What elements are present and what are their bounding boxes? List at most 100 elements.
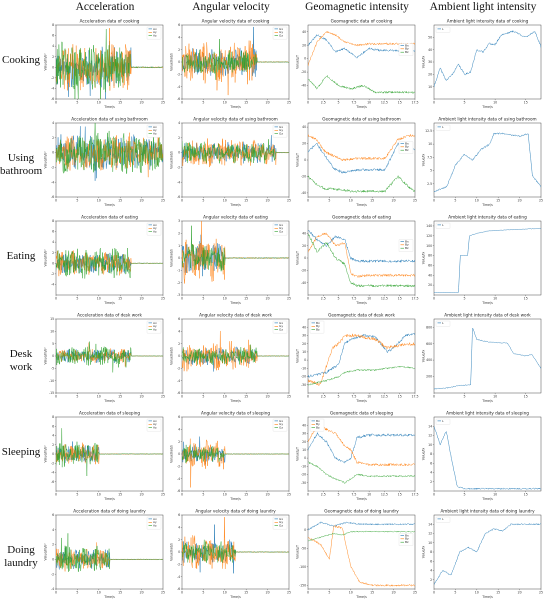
x-tick-label: 15 [118, 296, 122, 300]
legend-label: Gy [279, 30, 283, 34]
x-axis-label: Time/s [355, 595, 367, 599]
x-tick-label: 0 [55, 590, 57, 594]
y-tick-label: 400 [426, 358, 432, 362]
legend-label: Ay [153, 324, 157, 328]
x-tick-label: 17.5 [411, 296, 418, 300]
chart-lux-desk: Ambient light intensity data of desk wor… [422, 313, 542, 403]
legend-label: Ay [153, 128, 157, 132]
x-axis-label: Time/s [229, 497, 241, 501]
y-tick-label: -20 [301, 473, 306, 477]
y-tick-label: 2 [178, 342, 180, 346]
x-axis-label: Time/s [481, 203, 493, 207]
legend-label: Gy [279, 128, 283, 132]
y-tick-label: 8 [52, 415, 54, 419]
y-tick-label: 5 [52, 342, 54, 346]
series-line-az [56, 123, 163, 175]
x-axis-label: Time/s [355, 105, 367, 109]
x-tick-label: 0 [433, 394, 435, 398]
y-tick-label: 0 [52, 65, 54, 69]
column-header-acceleration: Acceleration [75, 1, 135, 13]
chart-title: Geomagnetic data of doing laundry [324, 509, 399, 514]
x-tick-label: 25 [161, 100, 165, 104]
legend-label: Az [153, 426, 157, 430]
legend-label: Az [153, 524, 157, 528]
legend-label: Gz [279, 230, 283, 234]
y-tick-label: 5 [430, 169, 432, 173]
row-label-desk: Desk work [9, 347, 33, 373]
chart-title: Acceleration data of using bathroom [71, 117, 147, 122]
y-tick-label: 10 [302, 350, 306, 354]
chart-acc-bathroom: Acceleration data of using bathroom 0 5 10 1… [44, 117, 165, 207]
series-line-bx [308, 431, 415, 464]
x-tick-label: 10 [223, 296, 227, 300]
chart-title: Angular velocity data of doing laundry [195, 509, 276, 514]
y-tick-label: -6 [51, 97, 54, 101]
y-axis-label: Value/rad/s [170, 543, 174, 561]
legend-label: Bz [405, 50, 409, 54]
y-tick-label: 4 [52, 44, 54, 48]
x-tick-label: 15 [118, 590, 122, 594]
y-tick-label: 4 [178, 121, 180, 125]
y-tick-label: 50 [428, 35, 432, 39]
legend-label: Ax [153, 223, 157, 227]
x-axis-label: Time/s [103, 203, 115, 207]
x-tick-label: 5 [454, 590, 456, 594]
legend-label: Gz [279, 524, 283, 528]
x-tick-label: 10 [367, 296, 371, 300]
series-line-gz [182, 444, 289, 463]
x-tick-label: 7.5 [351, 394, 356, 398]
series-line-l [434, 327, 541, 390]
chart-title: Angular velocity data of cooking [202, 19, 270, 24]
y-tick-label: 12.5 [425, 129, 432, 133]
x-tick-label: 10 [475, 198, 479, 202]
x-tick-label: 5 [76, 296, 78, 300]
row-label-sleeping: Sleeping [1, 445, 41, 458]
x-tick-label: 5 [464, 394, 466, 398]
series-line-by [308, 133, 415, 162]
chart-title: Ambient light intensity data of cooking [447, 19, 529, 24]
legend-label: L [442, 27, 444, 31]
x-tick-label: 0 [307, 492, 309, 496]
legend-label: Gz [279, 132, 283, 136]
y-tick-label: 1 [178, 244, 180, 248]
y-tick-label: -6 [177, 489, 180, 493]
x-tick-label: 12.5 [381, 394, 388, 398]
chart-title: Acceleration data of desk work [77, 313, 142, 318]
y-axis-label: Value/lx [422, 56, 426, 69]
plot-frame [433, 220, 542, 296]
y-tick-label: 6 [178, 513, 180, 517]
legend: L [435, 27, 451, 33]
x-tick-label: 0 [55, 394, 57, 398]
legend-label: Ay [153, 30, 157, 34]
series-line-by [308, 525, 415, 587]
chart-gyr-sleeping: Angular velocity data of sleeping 0 5 10 15 2… [170, 411, 291, 501]
y-tick-label: 2.5 [427, 182, 432, 186]
chart-title: Geomagnetic data of sleeping [330, 411, 393, 416]
y-tick-label: 20 [428, 283, 432, 287]
y-tick-label: -6 [177, 195, 180, 199]
y-tick-label: 4 [178, 329, 180, 333]
x-tick-label: 10 [493, 492, 497, 496]
series-line-bx [308, 142, 415, 174]
y-axis-label: Value/μT [296, 349, 300, 363]
x-tick-label: 0 [433, 296, 435, 300]
x-tick-label: 15 [244, 394, 248, 398]
series-line-by [308, 424, 415, 467]
x-tick-label: 15 [118, 198, 122, 202]
x-axis-label: Time/s [229, 595, 241, 599]
x-tick-label: 0 [55, 492, 57, 496]
y-tick-label: 6 [178, 23, 180, 27]
chart-mag-sleeping: Geomagnetic data of sleeping 0 2.5 5 7.5 10 12… [296, 411, 419, 501]
y-tick-label: 40 [302, 125, 306, 129]
x-tick-label: 15 [118, 492, 122, 496]
x-tick-label: 5 [464, 296, 466, 300]
plot-frame [55, 220, 164, 296]
y-axis-label: Value/μT [296, 153, 300, 167]
plot-frame [307, 24, 416, 100]
